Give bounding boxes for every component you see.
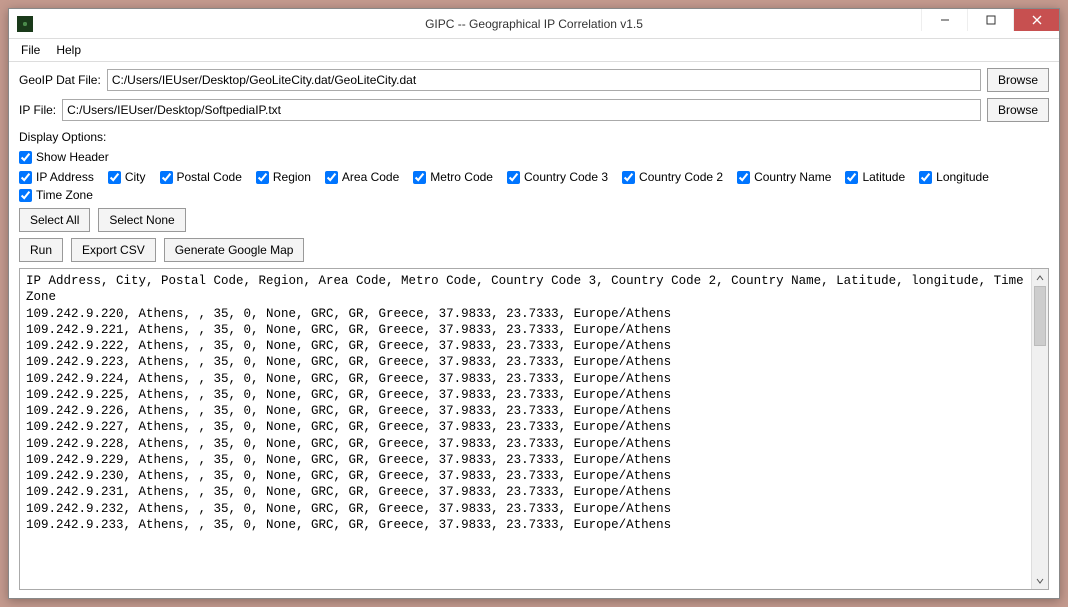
client-area: GeoIP Dat File: Browse IP File: Browse D…	[9, 62, 1059, 598]
ip-file-row: IP File: Browse	[19, 98, 1049, 122]
chk-postal-code[interactable]: Postal Code	[160, 170, 242, 184]
display-options-label: Display Options:	[19, 130, 1049, 144]
chk-country-name[interactable]: Country Name	[737, 170, 831, 184]
chk-time-zone[interactable]: Time Zone	[19, 188, 93, 202]
show-header-label: Show Header	[36, 150, 109, 164]
show-header-check[interactable]: Show Header	[19, 150, 109, 164]
maximize-button[interactable]	[967, 9, 1013, 31]
chk-country-code-3[interactable]: Country Code 3	[507, 170, 608, 184]
chk-metro-code[interactable]: Metro Code	[413, 170, 493, 184]
chk-region[interactable]: Region	[256, 170, 311, 184]
chk-city[interactable]: City	[108, 170, 146, 184]
chk-longitude[interactable]: Longitude	[919, 170, 989, 184]
scrollbar[interactable]	[1031, 269, 1048, 589]
scroll-up-button[interactable]	[1032, 269, 1048, 286]
select-none-button[interactable]: Select None	[98, 208, 185, 232]
action-buttons: Run Export CSV Generate Google Map	[19, 238, 1049, 262]
maximize-icon	[986, 15, 996, 25]
scroll-thumb[interactable]	[1034, 286, 1046, 346]
ipfile-browse-button[interactable]: Browse	[987, 98, 1049, 122]
close-button[interactable]	[1013, 9, 1059, 31]
chk-area-code[interactable]: Area Code	[325, 170, 399, 184]
close-icon	[1032, 15, 1042, 25]
run-button[interactable]: Run	[19, 238, 63, 262]
minimize-button[interactable]	[921, 9, 967, 31]
app-window: GIPC -- Geographical IP Correlation v1.5…	[8, 8, 1060, 599]
menu-file[interactable]: File	[15, 41, 46, 59]
chevron-down-icon	[1036, 577, 1044, 585]
chk-ip-address[interactable]: IP Address	[19, 170, 94, 184]
chk-country-code-2[interactable]: Country Code 2	[622, 170, 723, 184]
column-checks: IP Address City Postal Code Region Area …	[19, 170, 1049, 202]
window-controls	[921, 9, 1059, 38]
chevron-up-icon	[1036, 274, 1044, 282]
minimize-icon	[940, 15, 950, 25]
chk-latitude[interactable]: Latitude	[845, 170, 905, 184]
menu-help[interactable]: Help	[50, 41, 87, 59]
window-title: GIPC -- Geographical IP Correlation v1.5	[9, 17, 1059, 31]
geoip-browse-button[interactable]: Browse	[987, 68, 1049, 92]
app-icon	[17, 16, 33, 32]
select-all-button[interactable]: Select All	[19, 208, 90, 232]
ipfile-input[interactable]	[62, 99, 981, 121]
output-text[interactable]: IP Address, City, Postal Code, Region, A…	[20, 269, 1031, 589]
select-buttons: Select All Select None	[19, 208, 1049, 232]
geoip-input[interactable]	[107, 69, 981, 91]
output-panel: IP Address, City, Postal Code, Region, A…	[19, 268, 1049, 590]
generate-map-button[interactable]: Generate Google Map	[164, 238, 305, 262]
title-bar: GIPC -- Geographical IP Correlation v1.5	[9, 9, 1059, 39]
ipfile-label: IP File:	[19, 103, 56, 117]
show-header-checkbox[interactable]	[19, 151, 32, 164]
export-csv-button[interactable]: Export CSV	[71, 238, 156, 262]
geoip-label: GeoIP Dat File:	[19, 73, 101, 87]
show-header-row: Show Header	[19, 150, 1049, 164]
geoip-file-row: GeoIP Dat File: Browse	[19, 68, 1049, 92]
scroll-down-button[interactable]	[1032, 572, 1048, 589]
menu-bar: File Help	[9, 39, 1059, 62]
